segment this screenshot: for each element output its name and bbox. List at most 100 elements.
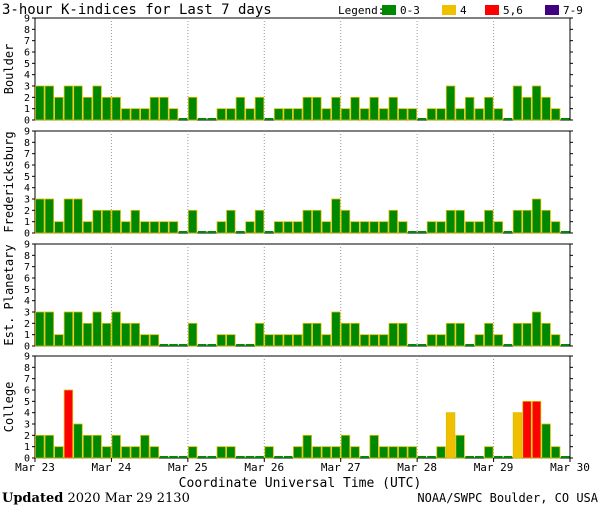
kindex-bar [159,221,169,234]
kindex-bar [54,221,64,234]
kindex-bar [379,446,389,459]
y-tick-label: 7 [24,36,30,47]
panels: 0123456789Boulder0123456789Fredericksbur… [2,14,573,465]
kindex-bar [465,456,474,458]
kindex-bar [350,96,360,121]
kindex-bar [312,209,322,234]
legend-swatch [545,5,559,15]
kindex-bar [398,446,408,459]
station-label: Est. Planetary [2,244,16,345]
kindex-bar [321,221,332,234]
date-label: Mar 29 [474,461,514,474]
kindex-bar [92,209,102,234]
y-tick-label: 1 [24,104,30,115]
kindex-bar [44,311,55,347]
kindex-bar [484,96,494,121]
y-tick-label: 9 [24,14,30,25]
kindex-bar [541,322,551,347]
y-tick-label: 8 [24,138,30,149]
updated-stamp: Updated 2020 Mar 29 2130 [2,491,190,506]
y-tick-label: 5 [24,59,30,70]
y-tick-label: 6 [24,386,30,397]
y-tick-label: 0 [24,454,30,465]
kindex-bar [484,322,494,347]
updated-label: Updated [2,491,64,506]
date-label: Mar 24 [92,461,132,474]
legend-item-label: 7-9 [563,4,583,17]
kindex-bar [426,334,437,347]
kindex-bar [111,311,121,347]
kindex-bar [44,85,55,121]
kindex-bar [159,344,169,346]
kindex-bar [207,118,217,120]
kindex-bar [264,334,274,347]
kindex-bar [92,311,102,347]
kindex-bar [273,334,284,347]
kindex-bar [427,456,436,458]
kindex-bar [274,456,283,458]
kindex-bar [283,334,293,347]
kindex-bar [340,434,351,459]
kindex-bar [283,108,293,121]
kindex-bar [455,322,465,347]
kindex-bar [283,221,293,234]
kindex-bar [321,108,332,121]
kindex-bar [512,209,523,234]
kindex-bar [369,334,379,347]
kindex-bar [216,221,226,234]
kindex-bar [388,209,398,234]
kindex-bar [159,96,169,121]
kindex-bar [550,221,561,234]
kindex-bar [379,221,389,234]
kindex-bar [484,446,494,459]
kindex-bar [130,446,140,459]
kindex-bar [312,96,322,121]
kindex-bar [541,209,551,234]
legend-label: Legend: [338,4,384,17]
y-tick-label: 6 [24,48,30,59]
kindex-bar [417,456,427,458]
kindex-bar [436,108,446,121]
kindex-bar [474,221,484,234]
kindex-bar [235,96,246,121]
panel-frame [34,355,571,459]
kindex-bar [35,434,45,459]
kindex-bar [92,434,102,459]
kindex-bar [560,118,570,120]
y-tick-label: 0 [24,116,30,127]
kindex-bar [140,108,150,121]
kindex-bar [379,334,389,347]
kindex-bar [226,446,236,459]
kindex-bar [149,96,160,121]
kindex-bar [54,446,64,459]
kindex-bar [159,456,169,458]
kindex-bar [484,209,494,234]
kindex-bar [82,434,93,459]
kindex-bar [101,446,112,459]
kindex-bar [550,108,561,121]
kindex-bar [398,221,408,234]
x-axis-label: Coordinate Universal Time (UTC) [179,476,422,491]
kindex-bar [503,456,513,458]
kindex-bar [264,231,274,233]
kindex-bar [455,209,465,234]
legend-swatch [382,5,396,15]
kindex-bar [197,456,207,458]
kindex-bar [503,118,513,120]
station-label: Fredericksburg [2,131,16,232]
chart-title: 3-hour K-indices for Last 7 days [2,2,272,18]
kindex-bar [121,322,131,347]
kindex-bar [531,85,542,121]
date-label: Mar 27 [321,461,361,474]
legend-item-label: 0-3 [400,4,420,17]
kindex-bar [426,221,437,234]
y-tick-label: 9 [24,127,30,138]
kindex-bar [321,446,332,459]
kindex-bar [121,446,131,459]
kindex-bar [283,456,293,458]
kindex-bar [168,221,179,234]
kindex-bar [197,344,207,346]
kindex-bar [178,118,188,120]
